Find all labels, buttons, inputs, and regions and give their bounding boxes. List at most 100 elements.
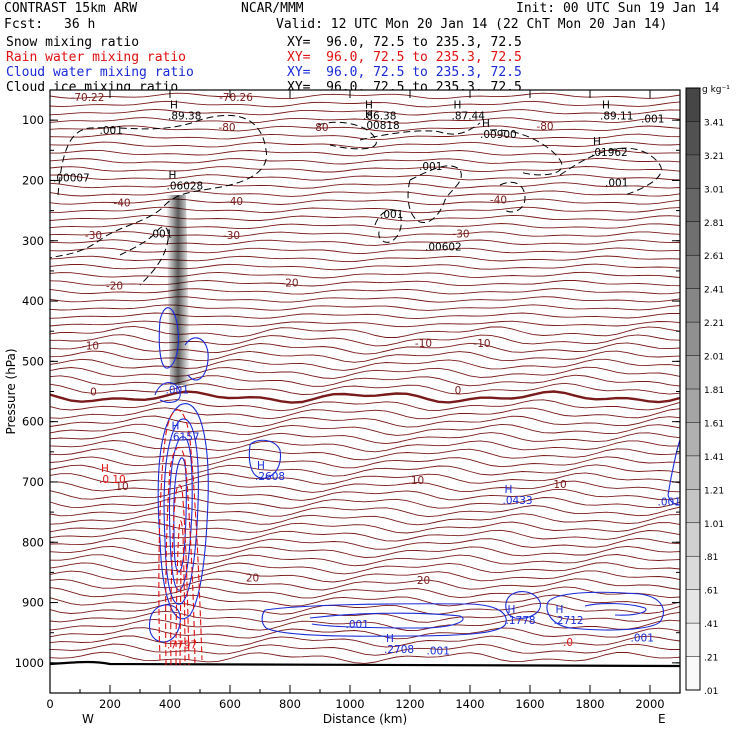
temperature-label: -70.26 xyxy=(219,92,253,104)
temperature-label: -10 xyxy=(415,338,432,350)
maximum-value: .00900 xyxy=(480,129,517,141)
temperature-line xyxy=(49,440,681,453)
temperature-line xyxy=(49,415,681,428)
x-tick-label: 600 xyxy=(219,697,241,711)
temperature-line xyxy=(49,190,681,197)
temperature-label: -40 xyxy=(490,194,507,206)
colorbar-cell xyxy=(686,522,700,557)
maximum-marker: H xyxy=(386,633,394,645)
temperature-line xyxy=(49,472,681,485)
x-tick-label: 1000 xyxy=(335,697,364,711)
temperature-label: 20 xyxy=(246,572,259,584)
temperature-contours xyxy=(49,92,681,668)
colorbar-tick-label: .61 xyxy=(704,587,718,597)
temperature-label: -70.22 xyxy=(71,92,105,104)
temperature-line xyxy=(49,255,681,263)
colorbar-tick-label: 1.81 xyxy=(704,386,724,396)
temperature-label: -30 xyxy=(223,230,240,242)
maximum-value: .6157 xyxy=(170,432,200,444)
y-tick-label: 800 xyxy=(22,535,44,549)
temperature-line xyxy=(49,382,681,395)
temperature-line xyxy=(49,537,681,550)
cloud-water-contours xyxy=(148,307,681,643)
y-axis-title: Pressure (hPa) xyxy=(4,348,18,434)
colorbar-tick-label: 2.01 xyxy=(704,353,724,363)
colorbar-cell xyxy=(686,154,700,189)
colorbar-tick-label: 2.21 xyxy=(704,319,724,329)
colorbar-tick-label: 3.41 xyxy=(704,118,724,128)
y-tick-label: 900 xyxy=(22,596,44,610)
colorbar-cell xyxy=(686,656,700,690)
colorbar: 3.41 3.21 3.01 2.81 2.61 2.41 2.21 2.01 1.81 1.61… xyxy=(685,85,730,697)
maximum-marker: H xyxy=(482,118,490,130)
temperature-line xyxy=(49,602,681,615)
colorbar-cell xyxy=(686,389,700,423)
temperature-line xyxy=(49,610,681,623)
colorbar-tick-label: .01 xyxy=(704,687,718,697)
cloud-ice-label: .001 xyxy=(149,229,172,241)
temperature-line xyxy=(49,431,681,445)
temperature-line xyxy=(49,407,681,420)
legend-snow-name: Snow mixing ratio xyxy=(6,35,140,50)
temperature-line xyxy=(49,304,681,311)
temperature-line xyxy=(49,198,681,205)
colorbar-tick-label: 1.21 xyxy=(704,486,724,496)
temperature-line xyxy=(49,271,681,279)
legend-rain-name: Rain water mixing ratio xyxy=(6,50,187,65)
temperature-label: -10 xyxy=(473,338,490,350)
temperature-line xyxy=(49,174,681,181)
x-axis-title: Distance (km) xyxy=(323,712,407,726)
colorbar-cell xyxy=(686,589,700,624)
temperature-line xyxy=(49,100,681,108)
forecast-hour: 36 h xyxy=(64,17,96,32)
y-tick-label: 600 xyxy=(22,415,44,429)
cloud-ice-label: .001 xyxy=(100,125,123,137)
maximum-value: .2708 xyxy=(384,644,414,656)
x-tick-label: 800 xyxy=(279,697,301,711)
x-tick-label: 1600 xyxy=(515,697,544,711)
temperature-label: 0 xyxy=(90,387,97,399)
temperature-line xyxy=(49,182,681,189)
cloud-ice-label: .00007 xyxy=(53,173,90,185)
colorbar-cell xyxy=(686,623,700,657)
temperature-line xyxy=(49,108,681,116)
temperature-line xyxy=(49,263,681,271)
temperature-line xyxy=(49,464,681,477)
cloud-ice-label: .001 xyxy=(419,161,442,173)
temperature-line xyxy=(49,206,681,214)
temperature-label: -80 xyxy=(218,122,235,134)
y-tick-label: 400 xyxy=(22,294,44,308)
maximum-value: .7797 xyxy=(167,639,197,651)
maximum-marker: H xyxy=(101,463,109,475)
temperature-line xyxy=(49,497,681,509)
ground-line xyxy=(49,660,681,668)
maximum-value: .2712 xyxy=(554,615,584,627)
x-tick-label: 2000 xyxy=(635,697,664,711)
temperature-label: -20 xyxy=(106,281,123,293)
temperature-line xyxy=(49,521,681,534)
maximum-value: .1778 xyxy=(506,615,536,627)
colorbar-tick-label: 3.01 xyxy=(704,185,724,195)
temperature-label: -40 xyxy=(113,197,130,209)
rain-water-contours xyxy=(158,409,203,666)
temperature-line xyxy=(49,513,681,526)
org-label: NCAR/MMM xyxy=(241,1,304,16)
temperature-line xyxy=(49,214,681,222)
maximum-marker: H xyxy=(169,169,177,181)
temperature-line xyxy=(49,166,681,173)
temperature-line xyxy=(49,280,681,287)
temperature-label: -20 xyxy=(281,278,298,290)
x-tick-label: 1400 xyxy=(455,697,484,711)
temperature-line xyxy=(49,141,681,149)
cloud-ice-contours xyxy=(49,115,662,286)
legend-cloudwater-name: Cloud water mixing ratio xyxy=(6,65,194,80)
init-time: Init: 00 UTC Sun 19 Jan 14 xyxy=(516,1,720,16)
temperature-line xyxy=(49,448,681,461)
maximum-marker: H xyxy=(172,421,180,433)
temperature-label: -10 xyxy=(82,340,99,352)
maximum-value: .89.38 xyxy=(168,110,201,122)
temperature-line xyxy=(50,334,681,347)
colorbar-cell xyxy=(686,322,700,356)
temperature-line xyxy=(49,223,681,230)
colorbar-tick-label: 3.21 xyxy=(704,152,724,162)
